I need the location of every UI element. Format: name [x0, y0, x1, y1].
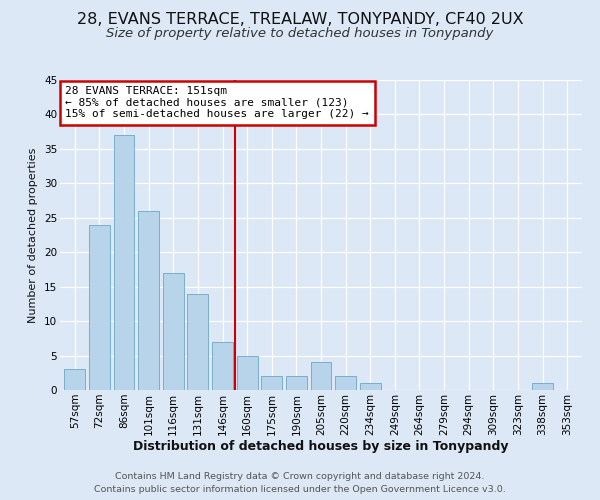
Bar — [138, 211, 159, 390]
Text: 28, EVANS TERRACE, TREALAW, TONYPANDY, CF40 2UX: 28, EVANS TERRACE, TREALAW, TONYPANDY, C… — [77, 12, 523, 28]
Bar — [311, 362, 331, 390]
Text: Size of property relative to detached houses in Tonypandy: Size of property relative to detached ho… — [106, 28, 494, 40]
Bar — [286, 376, 307, 390]
Bar — [261, 376, 282, 390]
Bar — [163, 273, 184, 390]
Bar — [113, 135, 134, 390]
Bar — [187, 294, 208, 390]
Bar — [212, 342, 233, 390]
Text: Contains HM Land Registry data © Crown copyright and database right 2024.
Contai: Contains HM Land Registry data © Crown c… — [94, 472, 506, 494]
Bar — [532, 383, 553, 390]
Bar — [335, 376, 356, 390]
Bar — [64, 370, 85, 390]
X-axis label: Distribution of detached houses by size in Tonypandy: Distribution of detached houses by size … — [133, 440, 509, 454]
Bar — [360, 383, 381, 390]
Y-axis label: Number of detached properties: Number of detached properties — [28, 148, 38, 322]
Bar — [89, 224, 110, 390]
Text: 28 EVANS TERRACE: 151sqm
← 85% of detached houses are smaller (123)
15% of semi-: 28 EVANS TERRACE: 151sqm ← 85% of detach… — [65, 86, 369, 120]
Bar — [236, 356, 257, 390]
